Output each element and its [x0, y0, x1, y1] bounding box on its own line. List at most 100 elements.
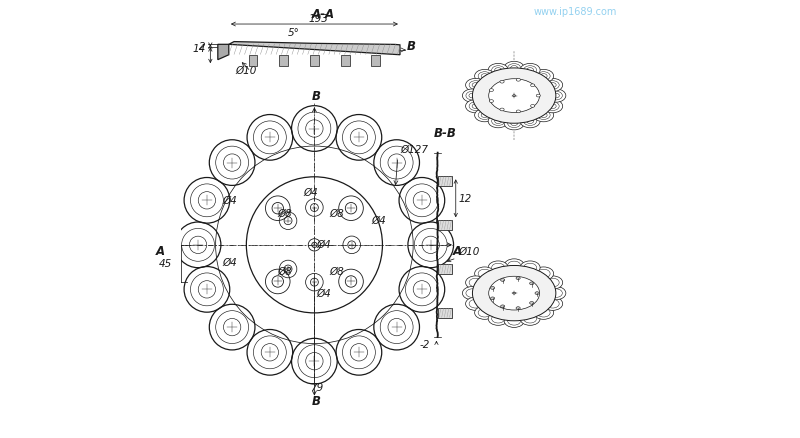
Ellipse shape [549, 84, 556, 88]
Ellipse shape [523, 117, 537, 126]
Ellipse shape [508, 317, 521, 325]
Ellipse shape [488, 115, 508, 128]
Text: Ø127: Ø127 [400, 144, 428, 154]
Polygon shape [229, 42, 400, 56]
Ellipse shape [540, 74, 547, 79]
Bar [249, 56, 258, 67]
Text: -2: -2 [419, 339, 430, 349]
Text: Ø4: Ø4 [223, 196, 238, 206]
Ellipse shape [469, 102, 482, 111]
Text: www.ip1689.com: www.ip1689.com [534, 7, 618, 17]
Ellipse shape [488, 261, 508, 275]
Polygon shape [218, 45, 229, 60]
Ellipse shape [466, 100, 486, 113]
Ellipse shape [530, 283, 534, 285]
Text: 12: 12 [458, 194, 472, 204]
Ellipse shape [535, 292, 539, 295]
Ellipse shape [520, 64, 540, 78]
Ellipse shape [526, 120, 534, 124]
Text: Ø10: Ø10 [235, 66, 256, 76]
Ellipse shape [510, 67, 518, 71]
Text: A: A [453, 245, 462, 258]
Ellipse shape [516, 111, 521, 113]
Ellipse shape [494, 69, 502, 73]
Ellipse shape [469, 81, 482, 90]
Ellipse shape [500, 81, 504, 84]
Ellipse shape [474, 306, 494, 320]
Ellipse shape [490, 89, 494, 92]
Ellipse shape [504, 62, 524, 75]
Ellipse shape [552, 94, 559, 99]
Ellipse shape [489, 277, 539, 310]
Ellipse shape [481, 74, 488, 79]
Text: Ø8: Ø8 [330, 266, 345, 276]
Ellipse shape [492, 117, 505, 126]
Ellipse shape [508, 64, 521, 73]
Ellipse shape [523, 264, 537, 272]
Ellipse shape [534, 109, 554, 123]
Text: Ø4: Ø4 [303, 187, 318, 197]
Ellipse shape [508, 261, 521, 270]
Ellipse shape [504, 117, 524, 131]
Ellipse shape [542, 79, 562, 92]
Ellipse shape [546, 102, 559, 111]
Ellipse shape [469, 279, 482, 287]
Ellipse shape [540, 113, 547, 118]
Ellipse shape [490, 100, 494, 103]
Ellipse shape [542, 100, 562, 113]
Ellipse shape [546, 287, 566, 300]
Text: Ø4: Ø4 [223, 257, 238, 267]
Ellipse shape [536, 95, 541, 98]
Ellipse shape [472, 105, 479, 109]
Bar [438, 265, 452, 274]
Ellipse shape [478, 73, 491, 81]
Ellipse shape [474, 109, 494, 123]
Bar [371, 56, 380, 67]
Text: Ø4: Ø4 [317, 240, 331, 250]
Text: A: A [156, 245, 166, 258]
Ellipse shape [478, 309, 491, 317]
Ellipse shape [523, 314, 537, 323]
Bar [341, 56, 350, 67]
Ellipse shape [504, 259, 524, 272]
Ellipse shape [523, 67, 537, 75]
Ellipse shape [466, 289, 479, 298]
Ellipse shape [526, 69, 534, 73]
Ellipse shape [542, 297, 562, 311]
Ellipse shape [504, 314, 524, 328]
Ellipse shape [466, 92, 479, 101]
Ellipse shape [546, 81, 559, 90]
Ellipse shape [466, 297, 486, 311]
Ellipse shape [501, 279, 505, 282]
Ellipse shape [462, 287, 482, 300]
Ellipse shape [492, 67, 505, 75]
Ellipse shape [550, 289, 562, 298]
Bar [438, 177, 452, 187]
Ellipse shape [490, 287, 494, 290]
Text: B: B [312, 394, 321, 407]
Ellipse shape [542, 276, 562, 290]
Ellipse shape [492, 314, 505, 323]
Bar [310, 56, 318, 67]
Ellipse shape [549, 105, 556, 109]
Ellipse shape [472, 84, 479, 88]
Ellipse shape [488, 64, 508, 78]
Ellipse shape [513, 95, 515, 97]
Text: Ø8: Ø8 [330, 209, 345, 219]
Ellipse shape [488, 312, 508, 325]
Ellipse shape [478, 270, 491, 278]
Ellipse shape [469, 94, 476, 99]
Ellipse shape [500, 109, 504, 112]
Ellipse shape [474, 70, 494, 84]
Text: 193: 193 [309, 14, 329, 24]
Ellipse shape [466, 79, 486, 92]
Ellipse shape [490, 297, 494, 300]
Ellipse shape [530, 85, 534, 88]
Text: A-A: A-A [312, 7, 334, 21]
Ellipse shape [520, 312, 540, 325]
Ellipse shape [462, 90, 482, 103]
Ellipse shape [546, 90, 566, 103]
Ellipse shape [510, 122, 518, 126]
Ellipse shape [550, 92, 562, 101]
Ellipse shape [537, 73, 550, 81]
